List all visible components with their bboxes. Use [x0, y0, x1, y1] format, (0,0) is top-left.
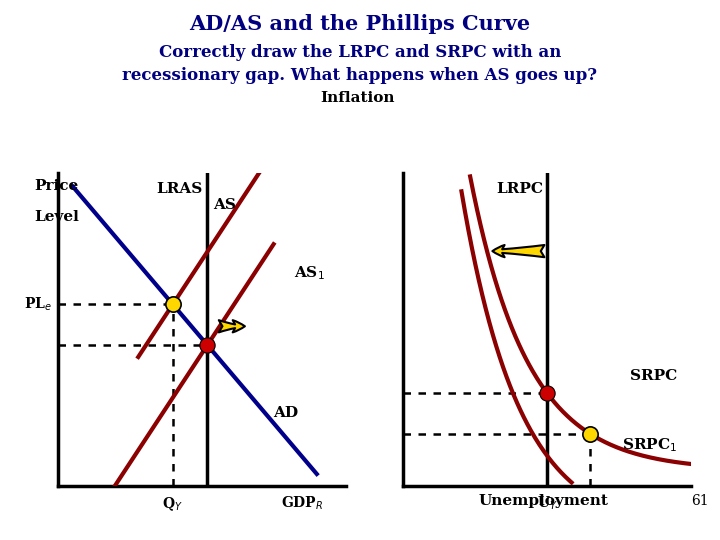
Text: LRAS: LRAS [157, 182, 203, 196]
Text: U$_Y$: U$_Y$ [537, 495, 557, 512]
Text: SRPC: SRPC [629, 369, 677, 383]
Text: Correctly draw the LRPC and SRPC with an: Correctly draw the LRPC and SRPC with an [159, 44, 561, 61]
Text: AD: AD [274, 406, 299, 420]
Text: LRPC: LRPC [496, 182, 543, 196]
Text: GDP$_R$: GDP$_R$ [282, 495, 323, 512]
Text: AD/AS and the Phillips Curve: AD/AS and the Phillips Curve [189, 14, 531, 33]
Text: Unemployment: Unemployment [479, 494, 608, 508]
Text: PL$_e$: PL$_e$ [24, 295, 52, 313]
Text: AS: AS [213, 198, 236, 212]
Text: SRPC$_1$: SRPC$_1$ [621, 436, 677, 454]
Text: Level: Level [35, 211, 79, 225]
Text: Inflation: Inflation [320, 91, 395, 105]
Text: AS$_1$: AS$_1$ [294, 264, 325, 282]
Text: Q$_Y$: Q$_Y$ [163, 495, 183, 513]
Text: recessionary gap. What happens when AS goes up?: recessionary gap. What happens when AS g… [122, 68, 598, 84]
Text: 61: 61 [692, 494, 709, 508]
Text: Price: Price [35, 179, 78, 193]
